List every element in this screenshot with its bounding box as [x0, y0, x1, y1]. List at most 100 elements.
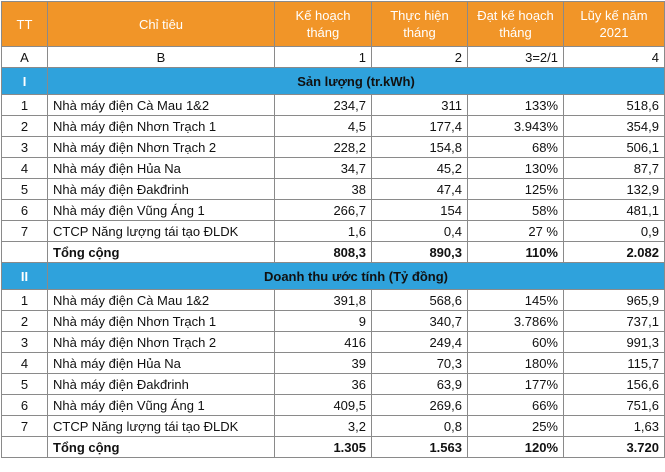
total-ytd: 2.082 — [563, 241, 665, 263]
total-actual: 890,3 — [371, 241, 468, 263]
row-actual: 311 — [371, 94, 468, 116]
row-name: Nhà máy điện Vũng Áng 1 — [47, 199, 275, 221]
row-pct: 3.786% — [467, 310, 564, 332]
header-chitieu: Chỉ tiêu — [47, 1, 275, 47]
production-revenue-table: TT Chỉ tiêu Kế hoạch tháng Thực hiện tháng… — [1, 1, 665, 458]
row-name: CTCP Năng lượng tái tạo ĐLDK — [47, 220, 275, 242]
ref-2: 2 — [371, 46, 468, 68]
table-row: 7 CTCP Năng lượng tái tạo ĐLDK 3,2 0,8 2… — [1, 415, 665, 437]
section-header-revenue: II Doanh thu ước tính (Tỷ đồng) — [1, 262, 665, 290]
row-ytd: 737,1 — [563, 310, 665, 332]
total-plan: 1.305 — [274, 436, 372, 458]
row-ytd: 115,7 — [563, 352, 665, 374]
row-ytd: 991,3 — [563, 331, 665, 353]
row-actual: 177,4 — [371, 115, 468, 137]
header-tt: TT — [1, 1, 48, 47]
row-plan: 266,7 — [274, 199, 372, 221]
row-pct: 180% — [467, 352, 564, 374]
row-actual: 154 — [371, 199, 468, 221]
total-actual: 1.563 — [371, 436, 468, 458]
row-name: Nhà máy điện Hủa Na — [47, 157, 275, 179]
row-plan: 39 — [274, 352, 372, 374]
row-ytd: 1,63 — [563, 415, 665, 437]
table-row: 2 Nhà máy điện Nhơn Trạch 1 4,5 177,4 3.… — [1, 115, 665, 137]
row-tt: 5 — [1, 373, 48, 395]
row-name: Nhà máy điện Nhơn Trạch 2 — [47, 331, 275, 353]
row-name: Nhà máy điện Cà Mau 1&2 — [47, 94, 275, 116]
row-pct: 177% — [467, 373, 564, 395]
row-pct: 145% — [467, 289, 564, 311]
row-actual: 45,2 — [371, 157, 468, 179]
row-ytd: 354,9 — [563, 115, 665, 137]
row-ytd: 751,6 — [563, 394, 665, 416]
row-pct: 66% — [467, 394, 564, 416]
row-ytd: 0,9 — [563, 220, 665, 242]
row-name: Nhà máy điện Nhơn Trạch 1 — [47, 115, 275, 137]
row-pct: 60% — [467, 331, 564, 353]
table-row: 6 Nhà máy điện Vũng Áng 1 409,5 269,6 66… — [1, 394, 665, 416]
row-tt: 4 — [1, 157, 48, 179]
header-datkehoach: Đạt kế hoạch tháng — [467, 1, 564, 47]
row-plan: 38 — [274, 178, 372, 200]
section-roman: II — [1, 262, 48, 290]
table-row: 6 Nhà máy điện Vũng Áng 1 266,7 154 58% … — [1, 199, 665, 221]
row-tt: 6 — [1, 199, 48, 221]
row-plan: 36 — [274, 373, 372, 395]
section-title: Doanh thu ước tính (Tỷ đồng) — [47, 262, 665, 290]
row-plan: 228,2 — [274, 136, 372, 158]
ref-b: B — [47, 46, 275, 68]
section-roman: I — [1, 67, 48, 95]
row-ytd: 965,9 — [563, 289, 665, 311]
row-pct: 125% — [467, 178, 564, 200]
row-tt: 3 — [1, 331, 48, 353]
total-ytd: 3.720 — [563, 436, 665, 458]
section-header-output: I Sản lượng (tr.kWh) — [1, 67, 665, 95]
row-plan: 3,2 — [274, 415, 372, 437]
row-actual: 340,7 — [371, 310, 468, 332]
row-tt: 7 — [1, 415, 48, 437]
row-ytd: 156,6 — [563, 373, 665, 395]
row-plan: 9 — [274, 310, 372, 332]
ref-3: 3=2/1 — [467, 46, 564, 68]
total-plan: 808,3 — [274, 241, 372, 263]
row-tt: 1 — [1, 289, 48, 311]
total-row: Tổng cộng 1.305 1.563 120% 3.720 — [1, 436, 665, 458]
row-pct: 27 % — [467, 220, 564, 242]
row-actual: 0,8 — [371, 415, 468, 437]
table-row: 4 Nhà máy điện Hủa Na 34,7 45,2 130% 87,… — [1, 157, 665, 179]
row-tt: 4 — [1, 352, 48, 374]
row-tt: 3 — [1, 136, 48, 158]
row-plan: 34,7 — [274, 157, 372, 179]
row-tt: 1 — [1, 94, 48, 116]
row-tt: 2 — [1, 310, 48, 332]
row-actual: 269,6 — [371, 394, 468, 416]
row-plan: 4,5 — [274, 115, 372, 137]
row-pct: 133% — [467, 94, 564, 116]
row-name: Nhà máy điện Cà Mau 1&2 — [47, 289, 275, 311]
row-ytd: 87,7 — [563, 157, 665, 179]
table-row: 3 Nhà máy điện Nhơn Trạch 2 416 249,4 60… — [1, 331, 665, 353]
section-title: Sản lượng (tr.kWh) — [47, 67, 665, 95]
row-name: Nhà máy điện Hủa Na — [47, 352, 275, 374]
row-tt — [1, 436, 48, 458]
row-actual: 70,3 — [371, 352, 468, 374]
row-actual: 47,4 — [371, 178, 468, 200]
table-row: 3 Nhà máy điện Nhơn Trạch 2 228,2 154,8 … — [1, 136, 665, 158]
row-actual: 63,9 — [371, 373, 468, 395]
row-name: Nhà máy điện Đakđrinh — [47, 178, 275, 200]
table-row: 2 Nhà máy điện Nhơn Trạch 1 9 340,7 3.78… — [1, 310, 665, 332]
table-row: 1 Nhà máy điện Cà Mau 1&2 234,7 311 133%… — [1, 94, 665, 116]
ref-1: 1 — [274, 46, 372, 68]
row-ytd: 132,9 — [563, 178, 665, 200]
header-thuchien: Thực hiện tháng — [371, 1, 468, 47]
row-pct: 25% — [467, 415, 564, 437]
header-row: TT Chỉ tiêu Kế hoạch tháng Thực hiện tháng… — [1, 1, 665, 47]
row-plan: 416 — [274, 331, 372, 353]
row-tt: 6 — [1, 394, 48, 416]
row-actual: 154,8 — [371, 136, 468, 158]
row-tt — [1, 241, 48, 263]
table-row: 1 Nhà máy điện Cà Mau 1&2 391,8 568,6 14… — [1, 289, 665, 311]
header-luyke: Lũy kế năm 2021 — [563, 1, 665, 47]
table-row: 5 Nhà máy điện Đakđrinh 38 47,4 125% 132… — [1, 178, 665, 200]
row-tt: 5 — [1, 178, 48, 200]
